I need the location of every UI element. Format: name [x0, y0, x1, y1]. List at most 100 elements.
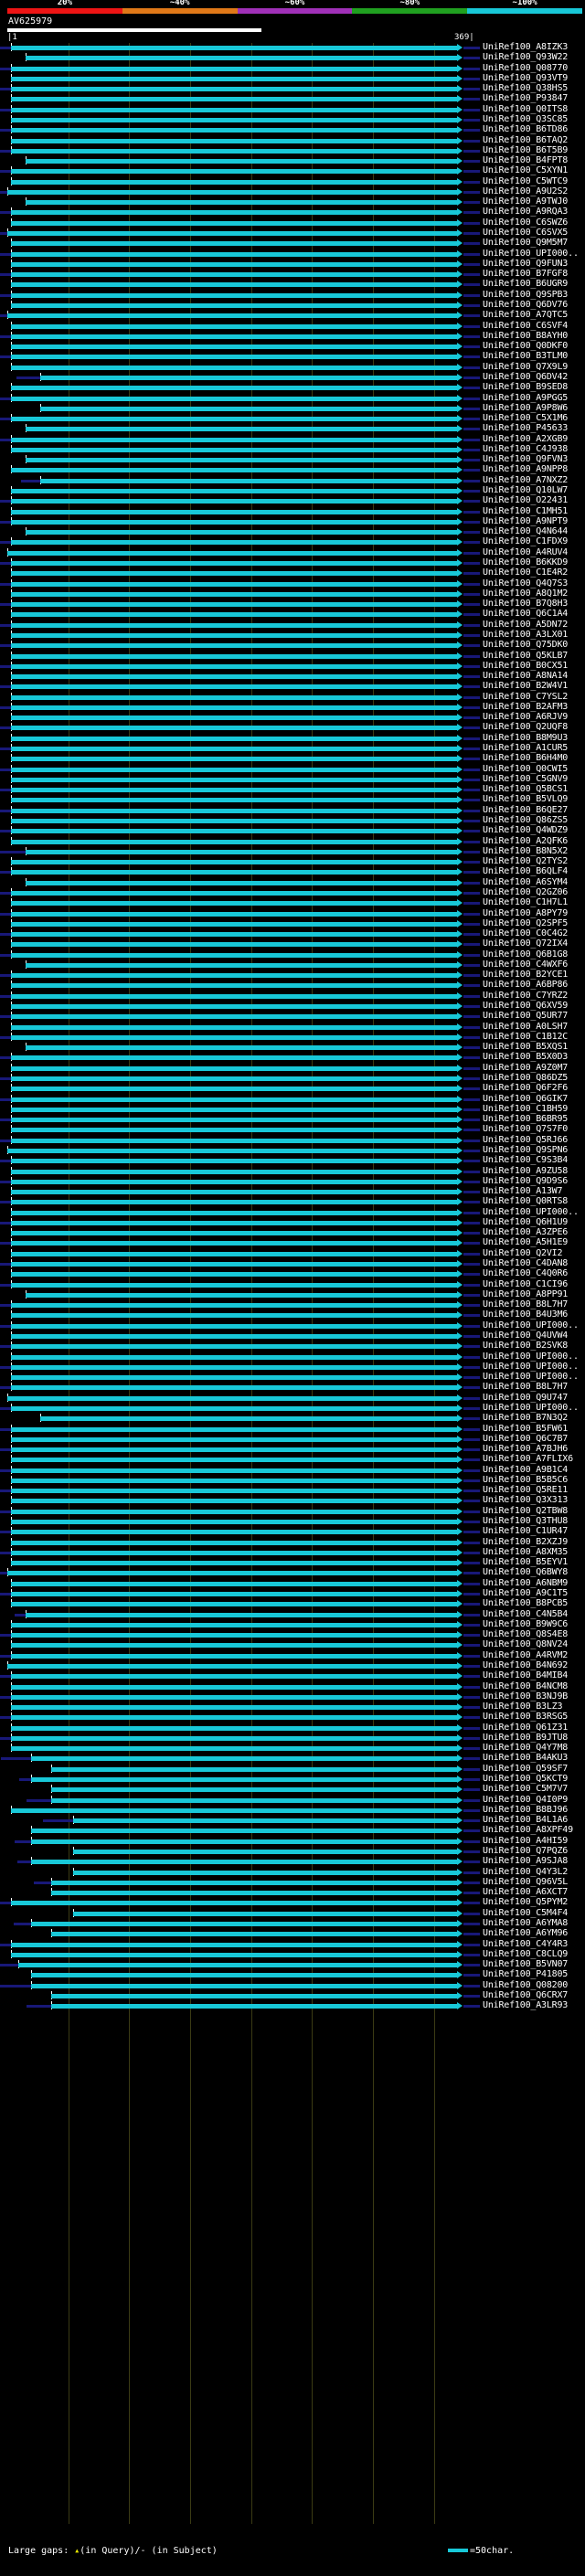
alignment-row[interactable]: UniRef100_UPI000.. — [0, 1402, 585, 1414]
alignment-row[interactable]: UniRef100_B5VN07 — [0, 1959, 585, 1970]
hsp-bar[interactable] — [11, 169, 457, 175]
hit-label[interactable]: UniRef100_Q3X313 — [483, 1495, 569, 1506]
hsp-bar[interactable] — [11, 1272, 457, 1277]
alignment-row[interactable]: UniRef100_Q5BCS1 — [0, 784, 585, 795]
alignment-row[interactable]: UniRef100_A4RUV4 — [0, 547, 585, 558]
alignment-row[interactable]: UniRef100_B7N3Q2 — [0, 1413, 585, 1424]
alignment-row[interactable]: UniRef100_C4N5B4 — [0, 1609, 585, 1620]
hit-label[interactable]: UniRef100_Q5RJ66 — [483, 1134, 569, 1145]
hit-label[interactable]: UniRef100_C4DAN8 — [483, 1258, 569, 1269]
hsp-bar[interactable] — [18, 1963, 457, 1968]
hit-label[interactable]: UniRef100_A4HI59 — [483, 1835, 569, 1846]
hit-label[interactable]: UniRef100_Q4I0P9 — [483, 1794, 569, 1805]
hit-label[interactable]: UniRef100_Q2UQF8 — [483, 722, 569, 733]
alignment-row[interactable]: UniRef100_C4Y4R3 — [0, 1938, 585, 1950]
alignment-row[interactable]: UniRef100_C1B12C — [0, 1032, 585, 1043]
hsp-bar[interactable] — [51, 1766, 457, 1772]
hit-label[interactable]: UniRef100_Q5UR77 — [483, 1011, 569, 1022]
hsp-bar[interactable] — [11, 798, 457, 803]
hit-label[interactable]: UniRef100_UPI000.. — [483, 1402, 579, 1413]
alignment-row[interactable]: UniRef100_Q6B1G8 — [0, 949, 585, 960]
hit-label[interactable]: UniRef100_Q10LW7 — [483, 485, 569, 496]
hsp-bar[interactable] — [11, 272, 457, 278]
hsp-bar[interactable] — [11, 1725, 457, 1731]
hit-label[interactable]: UniRef100_Q9SPB3 — [483, 289, 569, 300]
hsp-bar[interactable] — [73, 1870, 457, 1875]
hit-label[interactable]: UniRef100_A9Z0M7 — [483, 1062, 569, 1073]
hit-label[interactable]: UniRef100_A6RJV9 — [483, 712, 569, 723]
hit-label[interactable]: UniRef100_C4Y4R3 — [483, 1938, 569, 1949]
alignment-row[interactable]: UniRef100_Q4WDZ9 — [0, 825, 585, 836]
alignment-row[interactable]: UniRef100_Q4Y3L2 — [0, 1866, 585, 1878]
alignment-row[interactable]: UniRef100_B4N692 — [0, 1660, 585, 1671]
hit-label[interactable]: UniRef100_B3NJ9B — [483, 1691, 569, 1701]
hit-label[interactable]: UniRef100_C5GNV9 — [483, 773, 569, 784]
hsp-bar[interactable] — [31, 1839, 457, 1844]
hsp-bar[interactable] — [11, 1602, 457, 1607]
alignment-row[interactable]: UniRef100_Q9FUN3 — [0, 259, 585, 270]
alignment-row[interactable]: UniRef100_Q6XV59 — [0, 1001, 585, 1012]
hit-label[interactable]: UniRef100_Q4UVW4 — [483, 1330, 569, 1341]
hsp-bar[interactable] — [11, 66, 457, 71]
hsp-bar[interactable] — [11, 890, 457, 896]
hit-label[interactable]: UniRef100_B9JTU8 — [483, 1732, 569, 1743]
hit-label[interactable]: UniRef100_B2SVK8 — [483, 1341, 569, 1352]
hsp-bar[interactable] — [11, 1499, 457, 1504]
alignment-row[interactable]: UniRef100_A3ZPE6 — [0, 1227, 585, 1238]
hsp-bar[interactable] — [11, 1334, 457, 1339]
alignment-row[interactable]: UniRef100_A3LR93 — [0, 2000, 585, 2011]
hsp-bar[interactable] — [11, 499, 457, 504]
hsp-bar[interactable] — [11, 1200, 457, 1205]
hsp-bar[interactable] — [11, 1478, 457, 1483]
hsp-bar[interactable] — [11, 323, 457, 329]
hit-label[interactable]: UniRef100_C6SVX5 — [483, 228, 569, 239]
hsp-bar[interactable] — [11, 1303, 457, 1309]
hsp-bar[interactable] — [11, 345, 457, 350]
hit-label[interactable]: UniRef100_B4FPT8 — [483, 155, 569, 166]
hit-label[interactable]: UniRef100_Q4Q7S3 — [483, 578, 569, 588]
hsp-bar[interactable] — [11, 839, 457, 844]
hit-label[interactable]: UniRef100_B0CX51 — [483, 660, 569, 671]
alignment-row[interactable]: UniRef100_B6H4M0 — [0, 753, 585, 764]
hsp-bar[interactable] — [11, 1684, 457, 1690]
alignment-row[interactable]: UniRef100_Q9FVN3 — [0, 454, 585, 465]
hsp-bar[interactable] — [11, 870, 457, 875]
hit-label[interactable]: UniRef100_A3ZPE6 — [483, 1227, 569, 1238]
alignment-row[interactable]: UniRef100_Q08770 — [0, 63, 585, 74]
hit-label[interactable]: UniRef100_B6BR95 — [483, 1114, 569, 1125]
hit-label[interactable]: UniRef100_C4Q0R6 — [483, 1268, 569, 1279]
alignment-row[interactable]: UniRef100_A9P8W6 — [0, 403, 585, 414]
hit-label[interactable]: UniRef100_B5VN07 — [483, 1959, 569, 1970]
hit-label[interactable]: UniRef100_Q6DV42 — [483, 371, 569, 382]
alignment-row[interactable]: UniRef100_B7Q8H3 — [0, 599, 585, 610]
hsp-bar[interactable] — [11, 1735, 457, 1741]
hit-label[interactable]: UniRef100_Q4Y3L2 — [483, 1866, 569, 1877]
alignment-row[interactable]: UniRef100_B8BJ96 — [0, 1805, 585, 1816]
hit-label[interactable]: UniRef100_Q8S4E8 — [483, 1629, 569, 1640]
hsp-bar[interactable] — [11, 1169, 457, 1174]
alignment-row[interactable]: UniRef100_Q5KCT9 — [0, 1774, 585, 1785]
alignment-row[interactable]: UniRef100_A8PP91 — [0, 1289, 585, 1300]
hit-label[interactable]: UniRef100_C9S3B4 — [483, 1155, 569, 1166]
alignment-row[interactable]: UniRef100_B8PCB5 — [0, 1598, 585, 1609]
hit-label[interactable]: UniRef100_Q4Y7M8 — [483, 1743, 569, 1754]
hsp-bar[interactable] — [11, 788, 457, 793]
hsp-bar[interactable] — [11, 1354, 457, 1360]
hit-label[interactable]: UniRef100_P41805 — [483, 1969, 569, 1980]
hit-label[interactable]: UniRef100_Q93W22 — [483, 52, 569, 63]
hsp-bar[interactable] — [31, 1921, 457, 1926]
alignment-row[interactable]: UniRef100_A9B1C4 — [0, 1465, 585, 1476]
alignment-row[interactable]: UniRef100_C4DAN8 — [0, 1258, 585, 1269]
alignment-row[interactable]: UniRef100_B6KKD9 — [0, 557, 585, 568]
hsp-bar[interactable] — [26, 200, 457, 206]
hsp-bar[interactable] — [11, 643, 457, 649]
alignment-row[interactable]: UniRef100_Q86ZS5 — [0, 815, 585, 826]
hit-label[interactable]: UniRef100_Q7PQZ6 — [483, 1846, 569, 1856]
alignment-row[interactable]: UniRef100_O22431 — [0, 495, 585, 506]
alignment-row[interactable]: UniRef100_A9SJA8 — [0, 1856, 585, 1867]
hit-label[interactable]: UniRef100_B7FGF8 — [483, 269, 569, 280]
hsp-bar[interactable] — [11, 716, 457, 721]
hit-label[interactable]: UniRef100_B6UGR9 — [483, 279, 569, 290]
alignment-row[interactable]: UniRef100_Q9SPB3 — [0, 289, 585, 301]
hsp-bar[interactable] — [11, 942, 457, 948]
